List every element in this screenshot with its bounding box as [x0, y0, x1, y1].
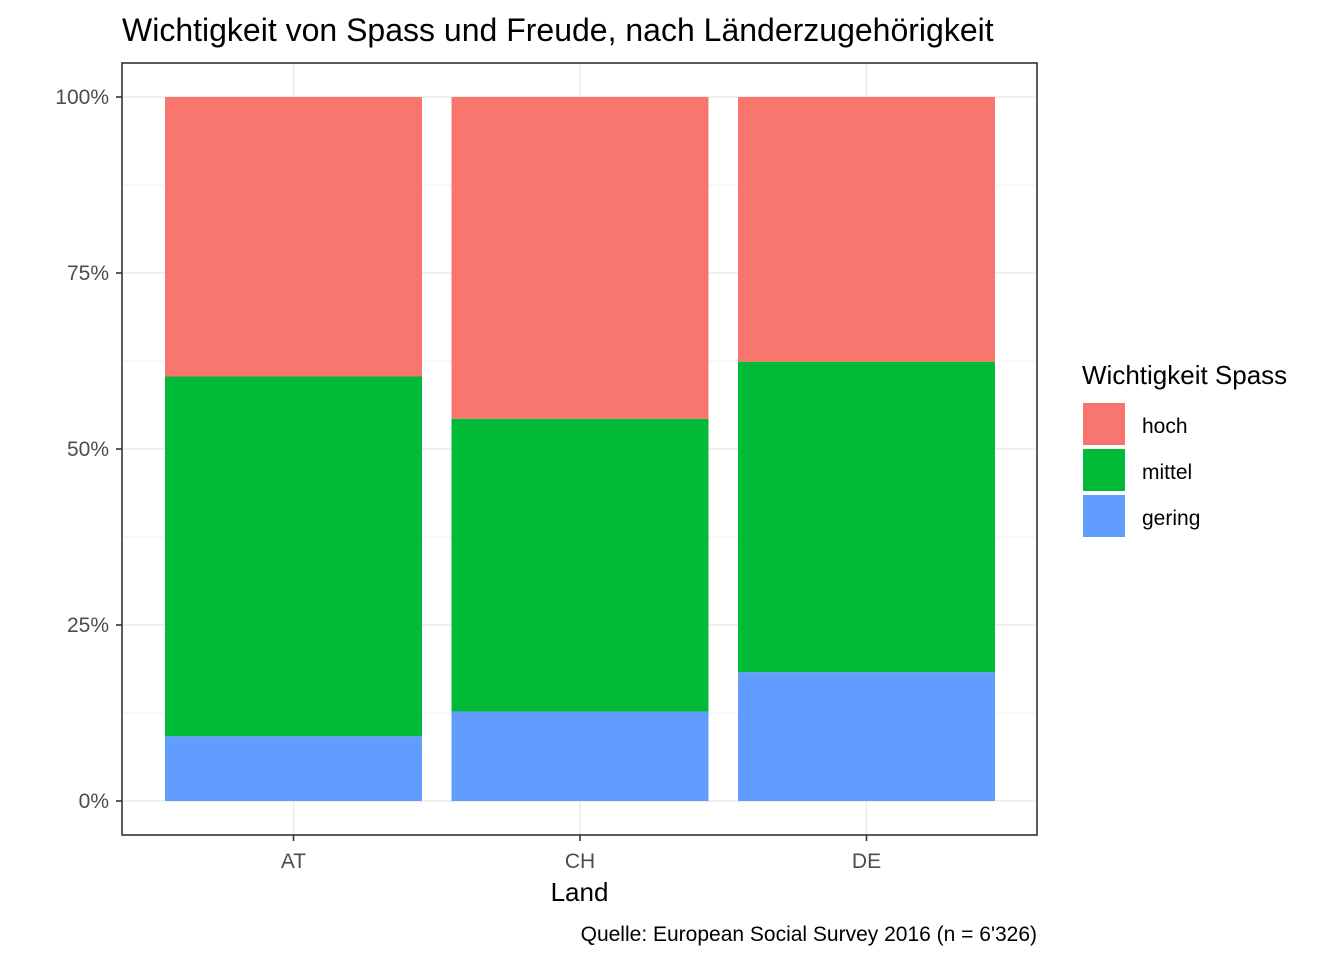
legend-label-gering: gering — [1142, 507, 1200, 530]
bar-segment-de-gering — [738, 672, 995, 801]
bar-segment-ch-mittel — [451, 418, 709, 712]
y-tick-label: 75% — [67, 262, 109, 285]
legend: Wichtigkeit Spass hoch mittel gering — [1082, 360, 1287, 537]
legend-key-hoch — [1083, 403, 1125, 445]
bar-segment-de-mittel — [738, 361, 995, 673]
y-tick-label: 0% — [79, 790, 109, 813]
bars-group — [165, 97, 995, 801]
legend-items: hoch mittel gering — [1083, 403, 1200, 537]
x-axis: AT CH DE — [281, 835, 881, 873]
y-tick-label: 25% — [67, 614, 109, 637]
legend-label-mittel: mittel — [1142, 461, 1192, 484]
legend-label-hoch: hoch — [1142, 415, 1188, 438]
bar-segment-ch-hoch — [451, 97, 709, 419]
y-axis: 0% 25% 50% 75% 100% — [55, 86, 122, 813]
legend-key-mittel — [1083, 449, 1125, 491]
legend-key-gering — [1083, 495, 1125, 537]
y-tick-label: 100% — [55, 86, 109, 109]
bar-segment-at-gering — [165, 736, 422, 801]
x-tick-label-ch: CH — [565, 850, 595, 873]
chart-title: Wichtigkeit von Spass und Freude, nach L… — [122, 12, 994, 48]
y-tick-label: 50% — [67, 438, 109, 461]
legend-title: Wichtigkeit Spass — [1082, 360, 1287, 390]
bar-segment-de-hoch — [738, 97, 995, 362]
x-tick-label-de: DE — [852, 850, 881, 873]
bar-segment-ch-gering — [451, 711, 709, 801]
x-axis-title: Land — [551, 877, 609, 907]
x-tick-label-at: AT — [281, 850, 306, 873]
bar-segment-at-hoch — [165, 97, 422, 377]
chart-caption: Quelle: European Social Survey 2016 (n =… — [581, 923, 1037, 946]
bar-segment-at-mittel — [165, 376, 422, 737]
